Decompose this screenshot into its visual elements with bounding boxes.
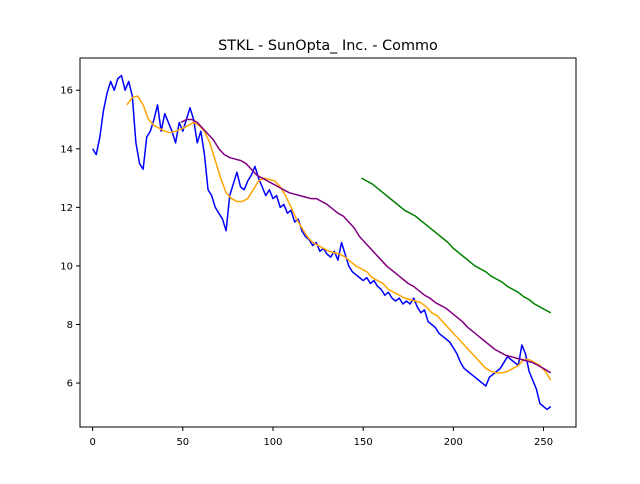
chart-title: STKL - SunOpta_ Inc. - Commo [218,38,438,54]
x-tick-label: 100 [263,437,282,448]
y-tick-label: 12 [60,203,73,214]
y-tick-label: 8 [67,320,73,331]
plot-area [91,74,552,411]
x-tick-label: 200 [444,437,463,448]
series-line-2 [126,95,552,381]
y-tick-label: 14 [60,144,73,155]
x-tick-label: 150 [354,437,373,448]
x-tick-label: 0 [89,437,95,448]
y-tick-label: 6 [67,379,73,390]
series-line-3 [180,118,552,374]
x-tick-label: 50 [176,437,189,448]
x-tick-label: 250 [534,437,553,448]
y-axis: 6 8 10 12 14 16 [60,86,80,390]
y-tick-label: 10 [60,261,73,272]
series-line-1 [91,74,552,411]
y-tick-label: 16 [60,86,73,97]
plot-frame [79,57,577,428]
series-line-4 [361,177,552,314]
x-axis: 0 50 100 150 200 250 [89,427,553,448]
